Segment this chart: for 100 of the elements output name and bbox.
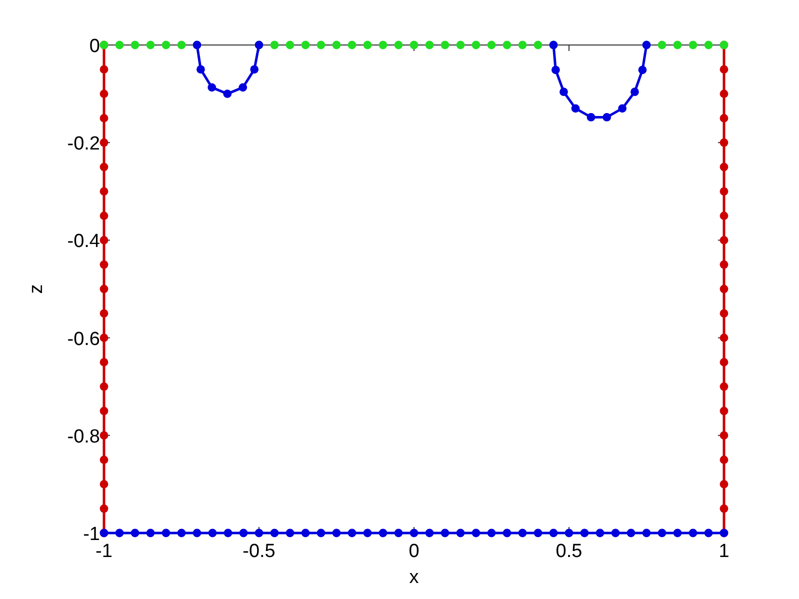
x-tick-label: -0.5 <box>242 541 276 562</box>
point <box>564 528 574 538</box>
point <box>720 358 728 366</box>
point <box>378 528 388 538</box>
point <box>580 528 589 538</box>
point <box>720 138 728 147</box>
x-tick-label: 0 <box>408 541 420 562</box>
point <box>551 66 560 74</box>
point <box>301 528 310 538</box>
point <box>130 528 140 538</box>
point <box>100 504 108 513</box>
point <box>378 40 388 50</box>
point <box>394 40 403 50</box>
y-tick-label: 0 <box>89 36 100 57</box>
point <box>704 40 713 50</box>
point <box>688 40 698 50</box>
point <box>440 528 450 538</box>
point <box>534 40 542 50</box>
point <box>100 456 108 464</box>
point <box>100 138 108 147</box>
point <box>704 528 713 538</box>
point <box>560 88 568 96</box>
point <box>100 358 108 366</box>
point <box>100 480 108 488</box>
point <box>192 528 202 538</box>
x-tick-label: 0.5 <box>556 541 582 562</box>
point <box>332 528 341 538</box>
point <box>146 40 155 50</box>
point <box>100 406 108 416</box>
point <box>130 40 140 50</box>
point <box>100 382 108 391</box>
point <box>115 40 124 50</box>
x-tick-label: 1 <box>718 541 730 562</box>
point <box>270 528 279 538</box>
point <box>720 65 728 74</box>
point <box>348 40 356 50</box>
point <box>348 528 356 538</box>
point <box>720 334 728 342</box>
point <box>720 236 728 244</box>
point <box>658 40 666 50</box>
point <box>618 104 627 113</box>
point <box>363 528 372 538</box>
point <box>410 528 418 538</box>
point <box>720 284 728 294</box>
point <box>720 431 728 440</box>
point <box>270 40 279 50</box>
point <box>254 528 264 538</box>
y-axis-title: z <box>26 284 47 294</box>
point <box>720 162 728 172</box>
point <box>673 528 682 538</box>
point <box>162 528 170 538</box>
point <box>250 65 259 74</box>
point <box>301 40 310 50</box>
point <box>316 528 326 538</box>
point <box>720 212 728 220</box>
point <box>425 40 434 50</box>
point <box>518 40 527 50</box>
point <box>720 309 728 318</box>
point <box>720 260 728 269</box>
point <box>100 309 108 318</box>
point <box>487 40 496 50</box>
point <box>332 40 341 50</box>
point <box>602 113 612 122</box>
point <box>630 88 639 96</box>
point <box>502 528 512 538</box>
point <box>720 480 728 488</box>
point <box>115 528 124 538</box>
point <box>208 83 216 92</box>
y-tick-label: -0.6 <box>67 328 100 350</box>
point <box>502 40 512 50</box>
x-axis-title: x <box>409 567 420 588</box>
point <box>100 236 108 244</box>
point <box>440 40 450 50</box>
point <box>472 528 480 538</box>
point <box>487 528 496 538</box>
point <box>410 40 418 50</box>
point <box>238 83 248 92</box>
point <box>162 40 170 50</box>
point <box>208 528 217 538</box>
point <box>100 65 108 74</box>
point <box>286 528 294 538</box>
point <box>146 528 155 538</box>
point <box>720 456 728 464</box>
point <box>658 528 666 538</box>
point <box>100 90 108 98</box>
point <box>638 66 647 74</box>
point <box>549 528 558 538</box>
point <box>571 104 580 113</box>
y-tick-label: -0.2 <box>67 134 100 155</box>
point <box>223 90 232 98</box>
point <box>720 382 728 391</box>
y-tick-label: -0.8 <box>67 426 100 448</box>
point <box>472 40 480 50</box>
point <box>100 187 108 196</box>
point <box>394 528 403 538</box>
point <box>224 528 232 538</box>
point <box>177 528 186 538</box>
point <box>673 40 682 50</box>
y-tick-label: -1 <box>83 524 100 545</box>
point <box>100 284 108 294</box>
